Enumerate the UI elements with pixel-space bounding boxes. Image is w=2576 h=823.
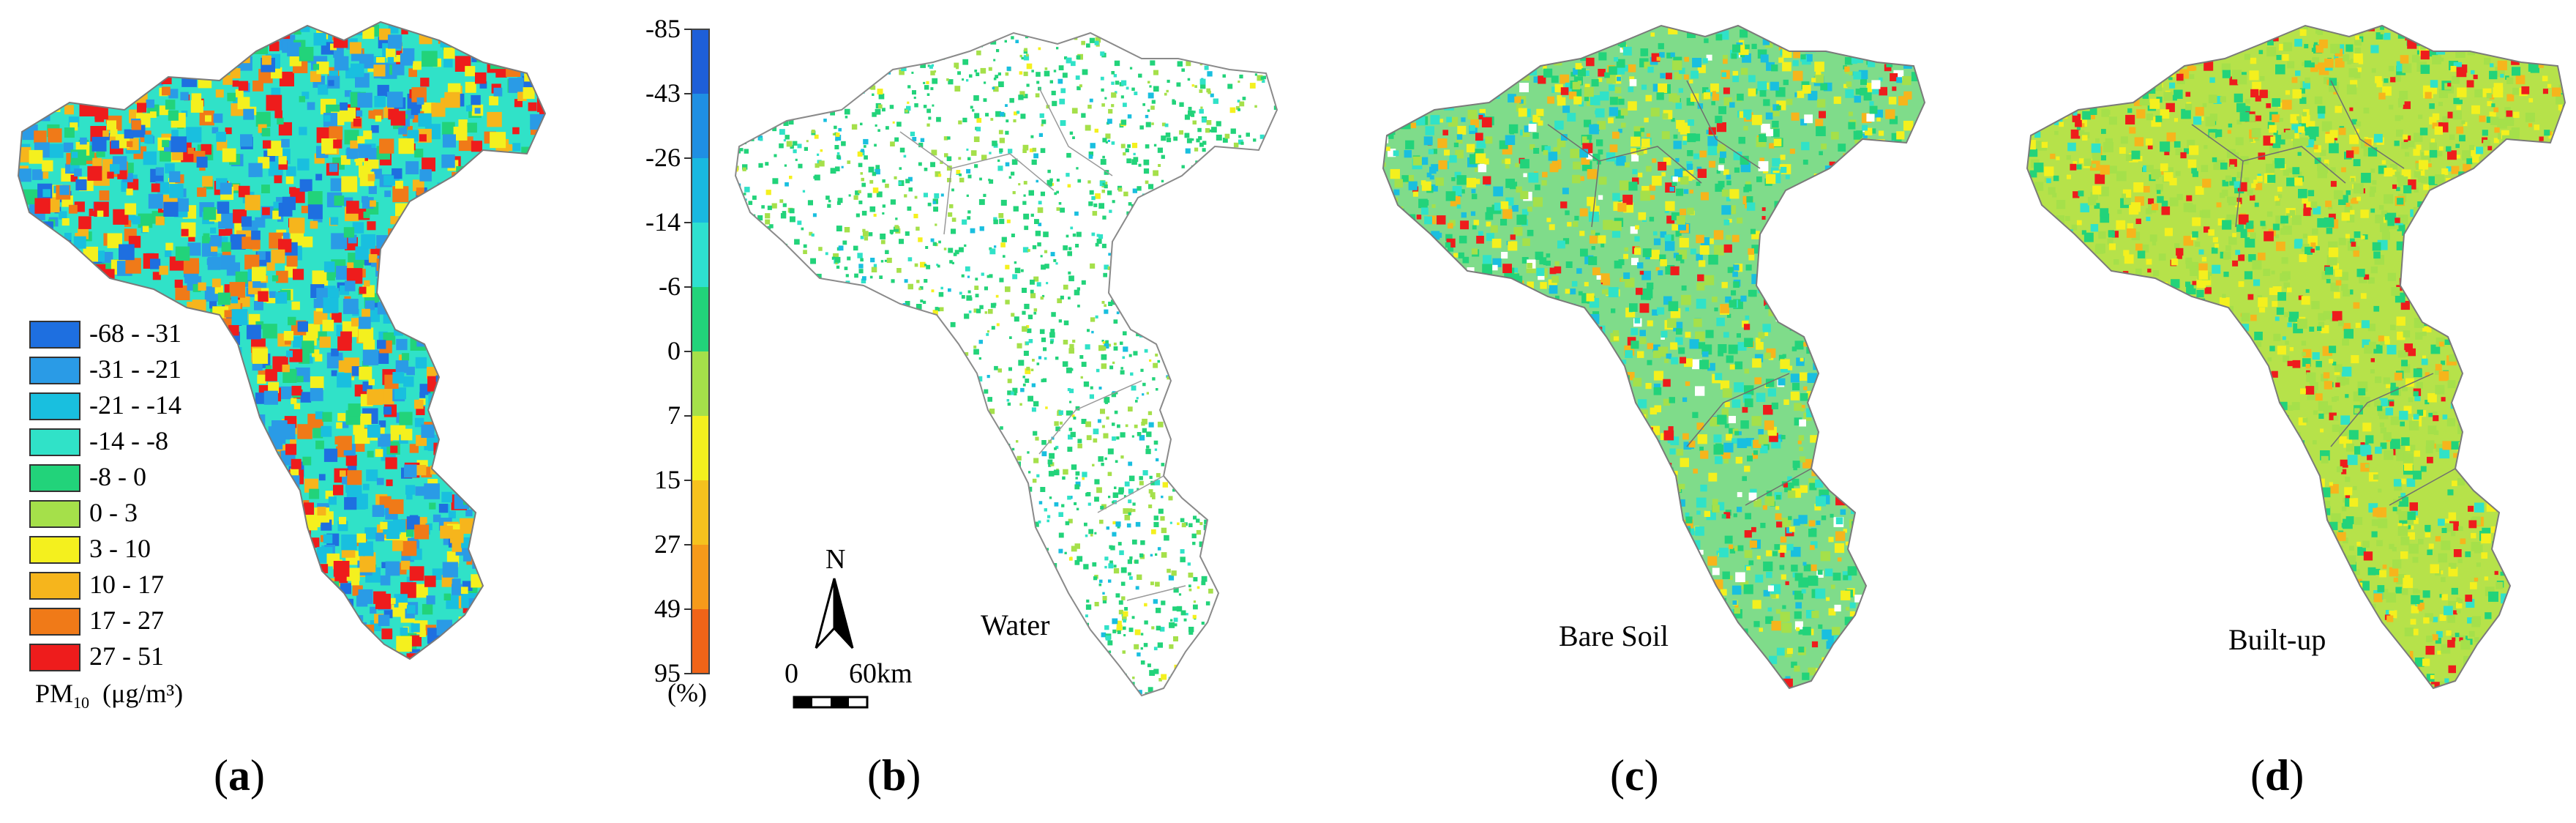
map-label-built-up: Built-up	[2228, 623, 2326, 656]
pm10-legend-swatch	[29, 428, 80, 456]
pm10-legend-label: -14 - -8	[89, 426, 168, 455]
percent-scale-segment	[692, 416, 709, 480]
percent-scale-segment	[692, 287, 709, 351]
scale-bar	[793, 696, 869, 709]
percent-scale-tick-label: -43	[645, 78, 681, 108]
percent-scale-bar	[684, 29, 710, 674]
percent-scale-tick-label: 0	[667, 336, 681, 365]
pm10-legend-label: 27 - 51	[89, 641, 164, 671]
percent-scale-segment	[692, 351, 709, 416]
percent-scale-segment	[692, 545, 709, 609]
north-label: N	[825, 544, 846, 575]
panel-label-a: (a)	[214, 751, 265, 800]
map-label-water: Water	[981, 608, 1050, 641]
pm10-legend-swatch	[29, 608, 80, 636]
pm10-legend-label: 0 - 3	[89, 498, 138, 527]
pm10-legend-label: 10 - 17	[89, 570, 164, 599]
map-b-water	[735, 32, 1278, 696]
percent-scale-tick-label: -6	[659, 272, 681, 301]
pm10-legend-swatch	[29, 392, 80, 420]
panel-label-b: (b)	[867, 751, 921, 800]
panel-label-d: (d)	[2250, 751, 2304, 800]
percent-scale-segment	[692, 158, 709, 223]
pm10-legend-label: -68 - -31	[89, 319, 181, 348]
pm10-legend-swatch	[29, 357, 80, 384]
percent-scale-tick-label: 95	[654, 658, 681, 688]
pm10-legend-label: 17 - 27	[89, 606, 164, 635]
pm10-legend-label: -31 - -21	[89, 354, 181, 384]
percent-scale-tick-label: 27	[654, 529, 681, 559]
pm10-legend-swatch	[29, 464, 80, 492]
percent-scale-segment	[692, 29, 709, 94]
percent-scale-segment	[692, 480, 709, 545]
pm10-legend-label: 3 - 10	[89, 534, 151, 563]
pm10-legend-label: -8 - 0	[89, 462, 146, 491]
pm10-legend-label: -21 - -14	[89, 390, 181, 420]
percent-scale-segment	[692, 609, 709, 674]
map-d-built-up	[2026, 25, 2566, 689]
pm10-legend-swatch	[29, 644, 80, 671]
percent-scale-segment	[692, 223, 709, 287]
scale-zero-label: 0	[785, 658, 798, 689]
pm10-legend-title: PM10 (μg/m³)	[35, 679, 184, 712]
percent-scale-tick-label: 49	[654, 594, 681, 623]
pm10-legend-swatch	[29, 500, 80, 528]
panel-label-c: (c)	[1610, 751, 1659, 800]
scale-end-label: 60km	[849, 658, 913, 689]
map-c-bare-soil	[1382, 25, 1925, 689]
map-label-bare-soil: Bare Soil	[1559, 619, 1669, 652]
percent-scale-tick-label: -14	[645, 207, 681, 237]
pm10-legend-swatch	[29, 321, 80, 349]
percent-scale-tick-label: 7	[667, 401, 681, 430]
north-arrow-icon	[815, 578, 854, 649]
pm10-legend-swatch	[29, 572, 80, 600]
percent-scale-tick-label: -85	[645, 14, 681, 43]
pm10-legend-swatch	[29, 536, 80, 564]
percent-unit-label: (%)	[667, 678, 707, 707]
percent-scale-tick-label: 15	[654, 465, 681, 494]
percent-scale-segment	[692, 94, 709, 158]
percent-scale-tick-label: -26	[645, 143, 681, 172]
